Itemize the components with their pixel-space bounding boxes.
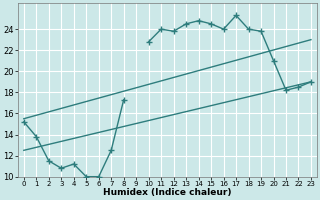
X-axis label: Humidex (Indice chaleur): Humidex (Indice chaleur) bbox=[103, 188, 232, 197]
